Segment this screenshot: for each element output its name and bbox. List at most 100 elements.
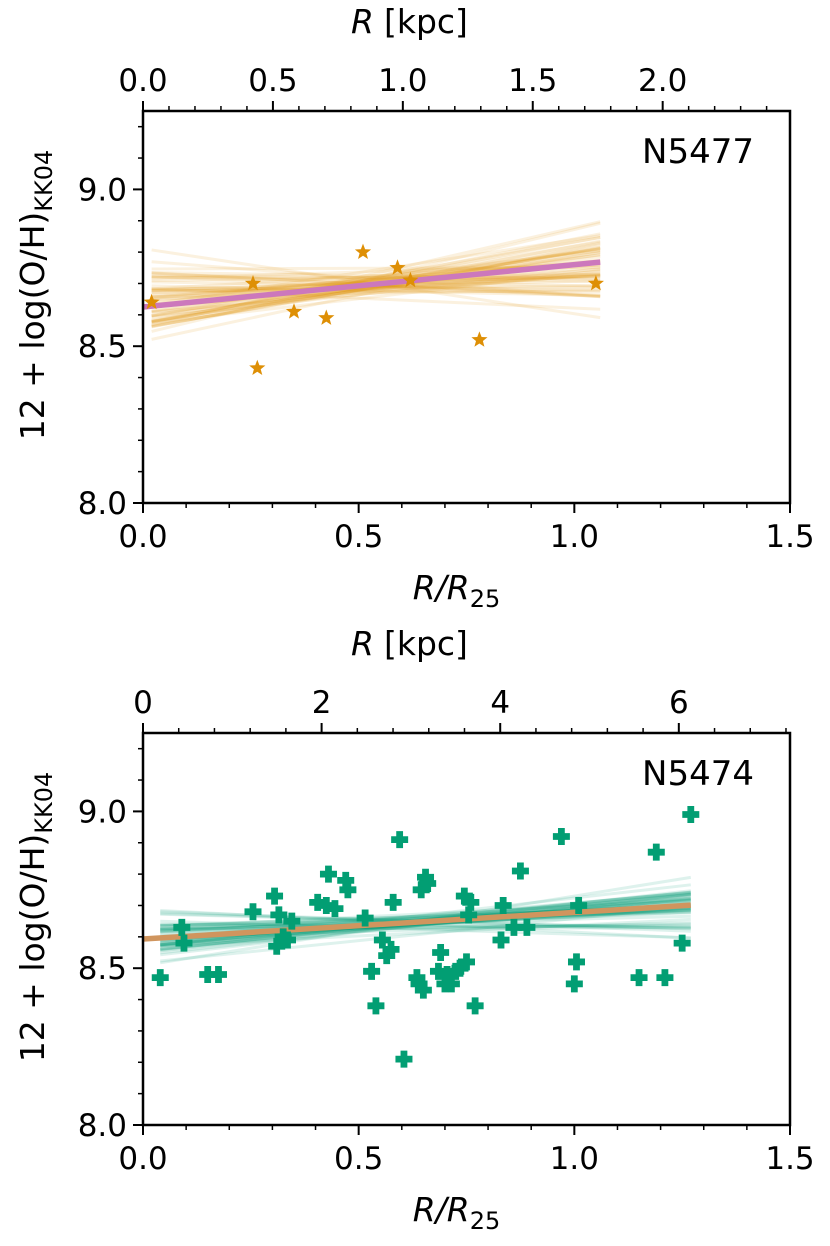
mc-fit-line (151, 267, 601, 319)
data-point (326, 900, 344, 918)
data-point (511, 862, 529, 880)
data-point (565, 975, 583, 993)
data-point (249, 359, 266, 375)
mc-fit-line (160, 922, 691, 928)
data-point (442, 975, 460, 993)
top-tick-label: 0.0 (118, 63, 167, 99)
data-point (410, 975, 428, 993)
data-point (337, 871, 355, 889)
data-point (429, 962, 447, 980)
mc-fit-line (151, 274, 601, 302)
y-tick-label: 8.5 (78, 951, 127, 987)
mc-fit-line (151, 251, 601, 325)
data-point (656, 969, 674, 987)
data-point (419, 875, 437, 893)
mc-fit-line (151, 284, 601, 298)
mc-fit-line (151, 272, 601, 314)
data-point (505, 918, 523, 936)
panel-n5477: 0.0 0.5 1.0 1.5 8.0 8.5 9.0 0.0 0.5 1.0 1.5 2.0 N… (13, 2, 815, 613)
y-axis-label: 12 + log(O/H)KK04 (13, 150, 58, 441)
mc-fit-line (151, 273, 601, 284)
mc-fit-line (151, 272, 601, 283)
y-tick-label: 8.0 (78, 486, 127, 522)
top-tick-label: 2 (312, 685, 332, 721)
data-point (378, 947, 396, 965)
data-point (494, 896, 512, 914)
data-point (647, 843, 665, 861)
plot-frame (141, 109, 792, 505)
data-point (384, 893, 402, 911)
data-point (389, 259, 406, 275)
x-tick-label: 0.5 (334, 519, 383, 555)
data-point (373, 931, 391, 949)
mc-fit-line (151, 269, 601, 325)
data-point (391, 831, 409, 849)
data-point (367, 997, 385, 1015)
top-axis-label: R [kpc] (351, 2, 468, 41)
mc-fit-line (151, 232, 601, 324)
mc-fit-line (151, 270, 601, 281)
mc-fit-line (151, 288, 601, 294)
galaxy-annotation: N5477 (642, 132, 754, 172)
mc-fit-line (160, 919, 691, 940)
x-tick-label: 0.0 (118, 519, 167, 555)
mc-fit-line (151, 221, 601, 333)
data-point (673, 934, 691, 952)
mc-fit-line (151, 253, 601, 323)
top-tick-label: 4 (490, 685, 510, 721)
mc-fit-line (151, 240, 601, 318)
plot-frame (141, 731, 792, 1127)
mc-fit-line (151, 284, 601, 291)
top-tick-label: 0.5 (248, 63, 297, 99)
data-point (309, 893, 327, 911)
mc-fit-line (151, 287, 601, 311)
top-tick-label: 1.5 (508, 63, 557, 99)
data-point (462, 893, 480, 911)
data-point (460, 906, 478, 924)
mc-fit-line (160, 917, 691, 948)
data-point (143, 293, 160, 310)
data-point (455, 887, 473, 905)
best-fit-line (142, 259, 601, 310)
data-point (285, 303, 303, 319)
data-point (244, 275, 262, 291)
data-point (209, 965, 227, 983)
data-point (317, 896, 335, 914)
mc-fit-line (160, 894, 691, 955)
top-tick-labels: 0 2 4 6 (133, 685, 689, 721)
data-point (278, 931, 296, 949)
top-tick-label: 2.0 (638, 63, 687, 99)
data-point (382, 940, 400, 958)
mc-fit-line (151, 241, 601, 341)
mc-fit-lines (151, 220, 601, 341)
data-point (630, 969, 648, 987)
x-tick-label: 1.5 (765, 1141, 814, 1177)
data-point (402, 271, 419, 288)
data-point (471, 331, 488, 347)
data-point (567, 953, 585, 971)
data-point (492, 931, 510, 949)
data-point (438, 965, 456, 983)
mc-fit-line (160, 923, 691, 931)
data-point (175, 934, 193, 952)
galaxy-annotation: N5474 (642, 754, 754, 794)
data-point (199, 965, 217, 983)
top-tick-label: 0 (133, 685, 153, 721)
mc-fit-line (160, 899, 691, 929)
x-tick-labels: 0.0 0.5 1.0 1.5 (118, 519, 814, 555)
data-points (143, 243, 604, 375)
data-point (552, 827, 570, 845)
top-axis-label: R [kpc] (351, 624, 468, 663)
top-tick-label: 6 (669, 685, 689, 721)
data-point (412, 881, 430, 899)
y-tick-label: 9.0 (78, 172, 127, 208)
mc-fit-line (160, 896, 691, 953)
data-point (318, 309, 335, 325)
x-tick-label: 1.5 (765, 519, 814, 555)
mc-fit-line (151, 220, 601, 327)
mc-fit-line (151, 260, 601, 291)
data-points (151, 806, 700, 1068)
axis-ticks (133, 723, 791, 1135)
x-tick-label: 0.0 (118, 1141, 167, 1177)
